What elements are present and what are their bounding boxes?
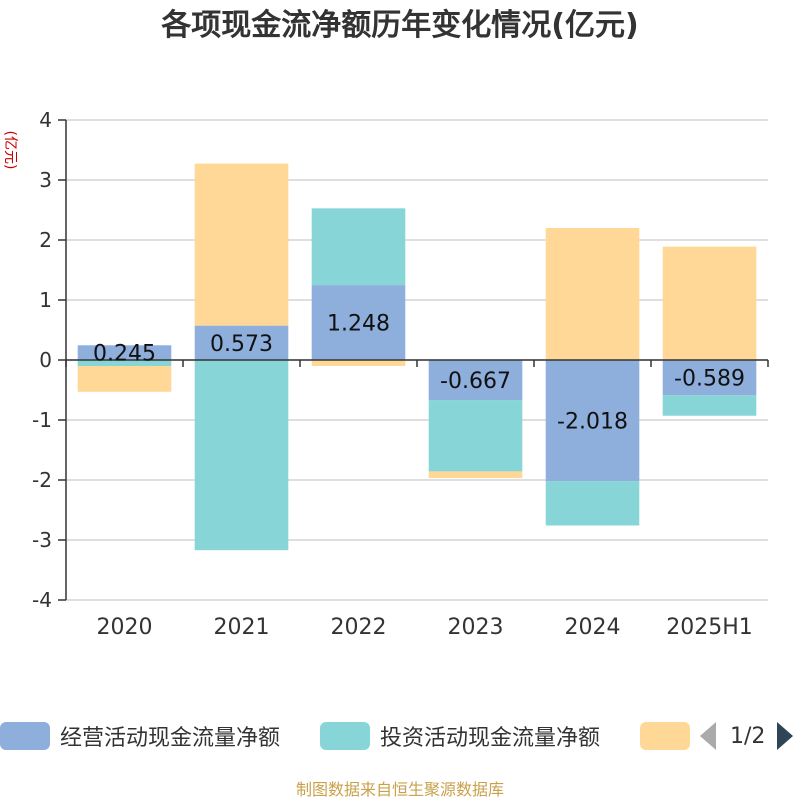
x-tick-label: 2020 [97,615,153,640]
legend-label-investing: 投资活动现金流量净额 [380,726,601,751]
grid-lines [66,119,768,601]
legend-swatch-operating [0,722,50,750]
bar-segment [545,481,640,526]
legend-swatch-investing [320,722,370,750]
bar-segment [662,360,757,396]
bar-segment [77,366,172,392]
x-tick-label: 2023 [448,615,504,640]
axes: -4 -3 -2 -1 0 1 2 3 4 2020 2021 2022 2023 2024 2025H1 [32,108,769,640]
legend-item-operating[interactable]: 经营活动现金流量净额 [0,718,280,754]
bar-segment [311,208,406,286]
bar-segment [662,395,757,416]
y-tick-label: -1 [32,408,52,432]
x-tick-label: 2024 [565,615,621,640]
bar-segment [311,360,406,366]
bar-segment [194,325,289,360]
bar-segment [194,360,289,551]
x-tick-label: 2021 [214,615,270,640]
prev-page-icon[interactable] [700,722,716,750]
x-tick-label: 2025H1 [666,615,753,640]
y-tick-label: 4 [39,108,52,132]
legend-page-indicator: 1/2 [730,723,766,749]
data-label: -0.667 [440,369,511,394]
legend-item-third[interactable] [640,718,700,754]
bar-segment [194,163,289,326]
next-page-icon[interactable] [777,722,794,750]
data-label: 0.573 [210,332,273,357]
chart-title: 各项现金流净额历年变化情况(亿元) [161,8,639,43]
legend-item-investing[interactable]: 投资活动现金流量净额 [320,718,600,754]
data-labels: 0.245 0.573 1.248 -0.667 -2.018 -0.589 [93,312,745,435]
y-tick-label: -3 [32,528,52,552]
data-label: 1.248 [327,312,390,337]
bars [77,163,757,551]
bar-segment [662,246,757,360]
legend-pager: 1/2 [700,720,794,752]
bar-segment [77,360,172,366]
bar-segment [545,360,640,482]
y-tick-label: -4 [32,588,52,612]
data-label: -0.589 [674,367,745,392]
bar-segment [545,228,640,360]
x-tick-label: 2022 [331,615,387,640]
bar-segment [77,345,172,360]
legend: 经营活动现金流量净额 投资活动现金流量净额 1/2 [0,714,800,758]
y-tick-label: -2 [32,468,52,492]
legend-swatch-third [640,722,690,750]
bar-segment [311,285,406,360]
y-tick-label: 3 [39,168,52,192]
bar-segment [428,471,523,479]
y-tick-label: 0 [39,348,52,372]
y-tick-label: 1 [39,288,52,312]
data-label: 0.245 [93,342,156,367]
bar-segment [428,400,523,472]
data-label: -2.018 [557,410,628,435]
y-tick-label: 2 [39,228,52,252]
bar-segment [428,360,523,401]
legend-label-operating: 经营活动现金流量净额 [60,726,281,751]
data-source-note: 制图数据来自恒生聚源数据库 [295,780,504,799]
